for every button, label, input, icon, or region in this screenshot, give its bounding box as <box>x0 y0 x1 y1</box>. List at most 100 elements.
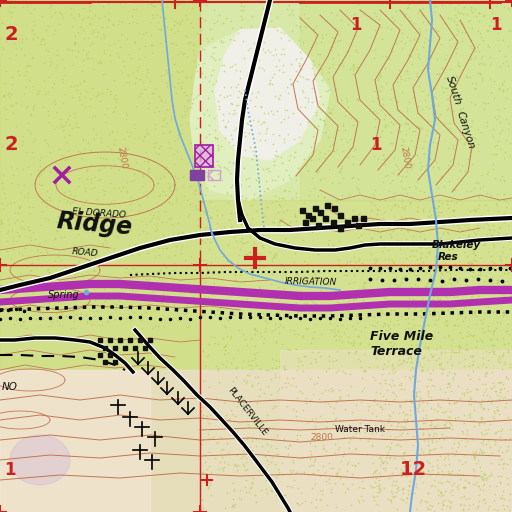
Point <box>15 203 23 211</box>
Point <box>438 1 446 9</box>
Point <box>416 423 424 432</box>
Point <box>268 453 276 461</box>
Point <box>246 248 254 256</box>
Point <box>491 261 499 269</box>
Point <box>461 28 470 36</box>
Point <box>356 418 364 426</box>
Point <box>443 455 452 463</box>
Point <box>111 94 119 102</box>
Point <box>389 268 397 276</box>
Point <box>496 118 504 126</box>
Point <box>434 266 442 274</box>
Point <box>302 2 310 10</box>
Point <box>3 238 11 246</box>
Point <box>322 367 330 375</box>
Point <box>277 28 285 36</box>
Point <box>229 500 238 508</box>
Point <box>4 215 12 223</box>
Point <box>407 398 415 407</box>
Point <box>487 88 495 96</box>
Point <box>258 20 266 29</box>
Point <box>480 480 488 488</box>
Point <box>398 197 407 205</box>
Point <box>5 93 13 101</box>
Point <box>22 148 30 156</box>
Point <box>191 302 200 310</box>
Point <box>224 198 232 206</box>
Point <box>110 244 118 252</box>
Point <box>401 299 409 307</box>
Point <box>312 98 321 106</box>
Point <box>285 156 293 164</box>
Point <box>231 109 240 117</box>
Point <box>415 7 423 15</box>
Point <box>347 382 355 390</box>
Point <box>291 467 300 476</box>
Point <box>445 267 453 275</box>
Point <box>316 495 324 503</box>
Point <box>7 13 15 21</box>
Point <box>378 309 386 317</box>
Point <box>424 243 433 251</box>
Point <box>304 167 312 175</box>
Point <box>438 369 446 377</box>
Point <box>378 35 386 43</box>
Point <box>353 496 361 504</box>
Point <box>419 467 427 475</box>
Point <box>207 468 216 477</box>
Point <box>297 54 305 62</box>
Point <box>62 138 70 146</box>
Text: IRRIGATION: IRRIGATION <box>285 277 337 287</box>
Point <box>254 129 263 137</box>
Point <box>266 9 274 17</box>
Point <box>454 160 462 168</box>
Point <box>442 316 451 325</box>
Point <box>446 41 454 50</box>
Point <box>62 196 71 204</box>
Point <box>490 94 498 102</box>
Point <box>443 197 451 205</box>
Point <box>382 170 391 179</box>
Point <box>399 141 408 150</box>
Point <box>487 231 496 239</box>
Point <box>461 458 469 466</box>
Bar <box>148 338 152 342</box>
Point <box>314 250 322 258</box>
Point <box>152 278 160 286</box>
Point <box>408 60 416 68</box>
Point <box>266 76 274 84</box>
Point <box>292 21 301 29</box>
Point <box>447 15 456 24</box>
Point <box>349 160 357 168</box>
Point <box>324 386 332 394</box>
Point <box>286 326 294 334</box>
Point <box>80 149 89 157</box>
Point <box>406 225 414 233</box>
Point <box>438 173 446 181</box>
Point <box>435 70 443 78</box>
Point <box>384 447 392 456</box>
Point <box>349 59 357 68</box>
Point <box>200 256 208 264</box>
Point <box>178 242 186 250</box>
Point <box>261 212 269 220</box>
Point <box>468 447 477 456</box>
Point <box>486 468 495 477</box>
Point <box>341 153 349 161</box>
Point <box>451 302 459 310</box>
Point <box>259 314 267 323</box>
Point <box>447 241 456 249</box>
Point <box>295 387 304 395</box>
Point <box>323 418 331 426</box>
Point <box>163 104 171 113</box>
Point <box>451 5 459 13</box>
Point <box>302 161 310 169</box>
Point <box>223 257 231 265</box>
Point <box>310 184 318 192</box>
Point <box>506 434 512 442</box>
Point <box>295 12 303 20</box>
Point <box>388 47 396 55</box>
Point <box>125 19 133 28</box>
Point <box>51 96 59 104</box>
Point <box>39 35 47 44</box>
